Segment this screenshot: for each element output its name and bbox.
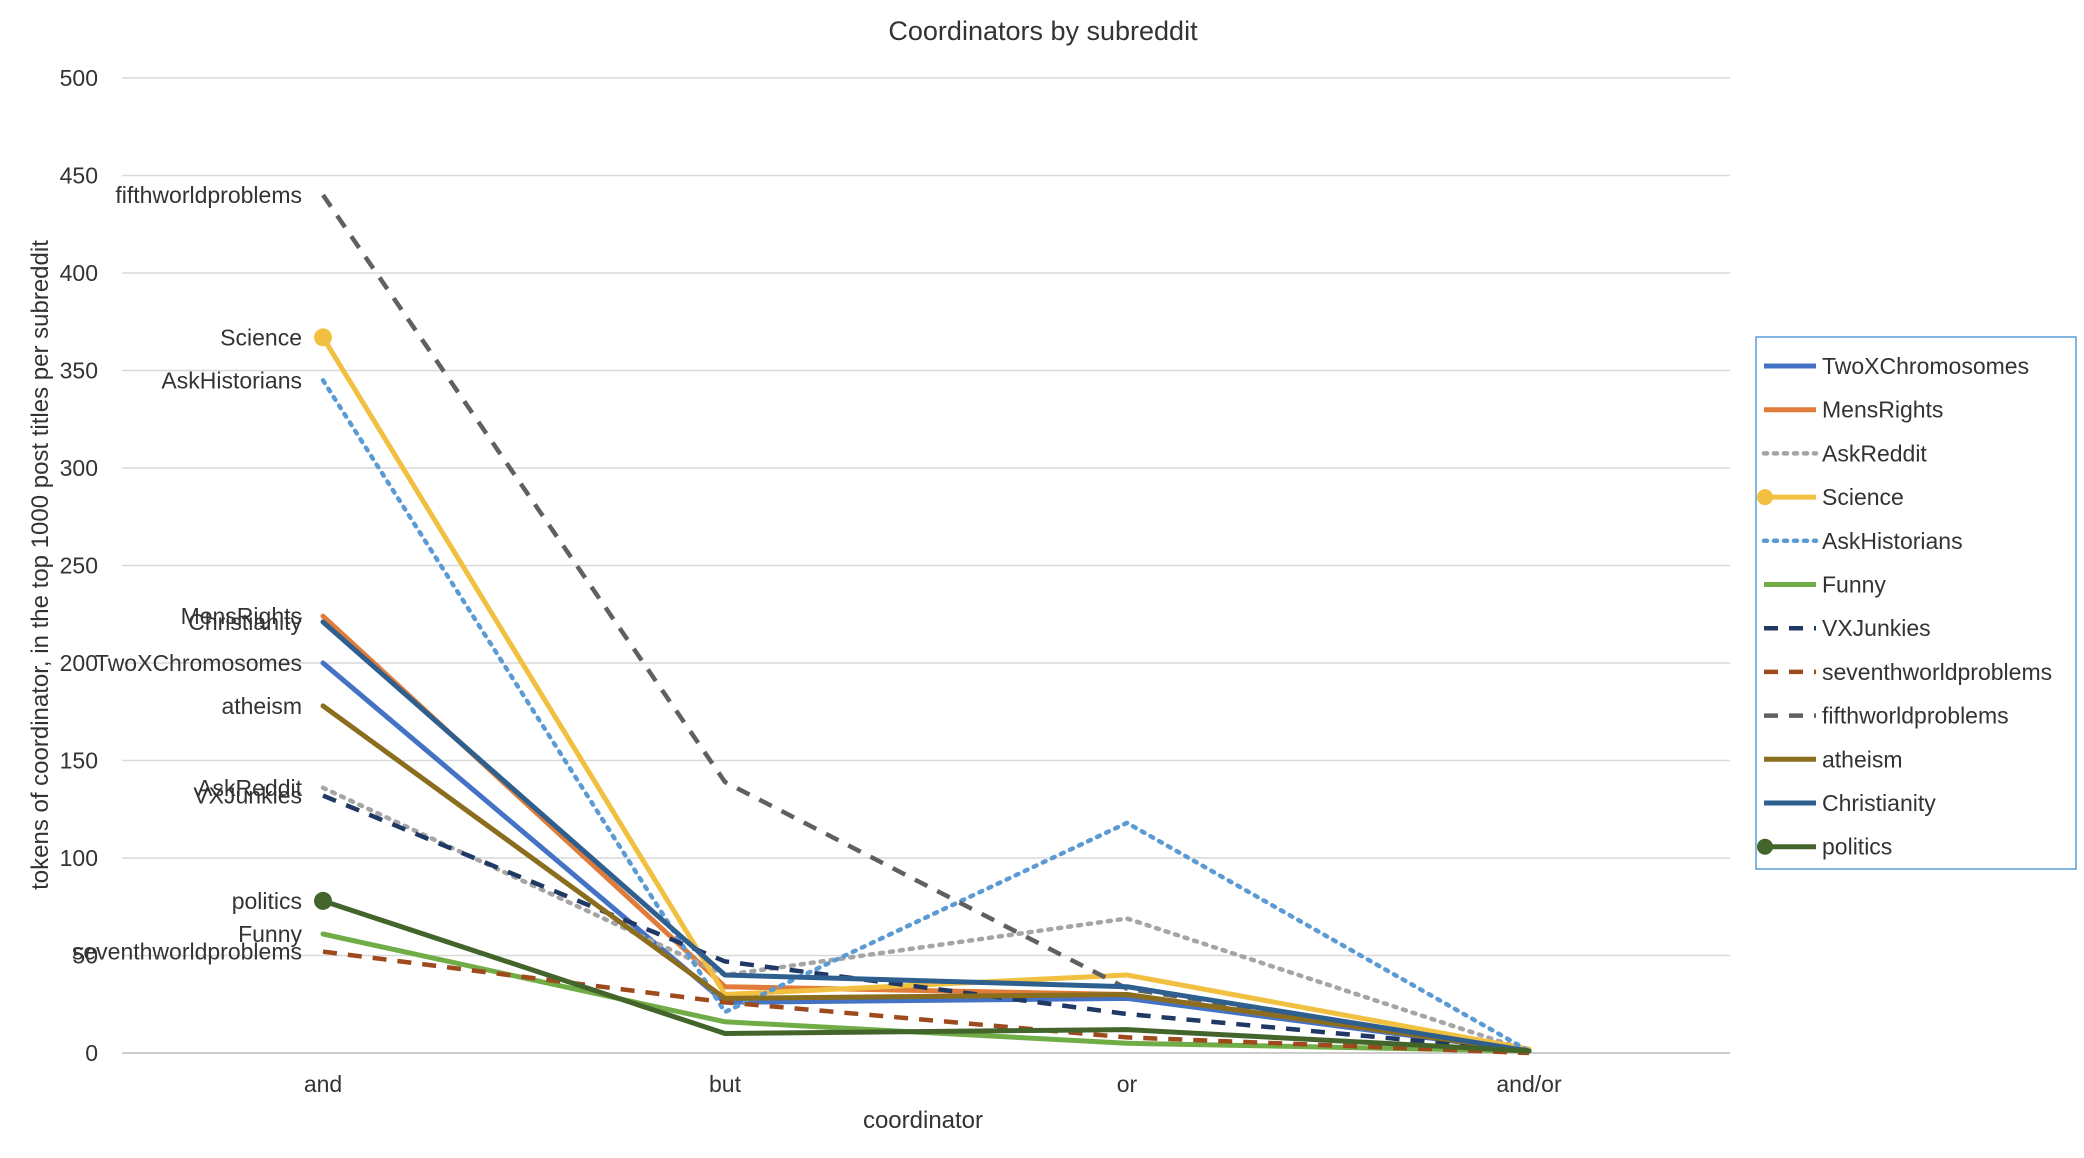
series-line [321,193,1530,1054]
y-tick-label: 400 [60,260,98,286]
series-line [320,898,1532,1054]
legend-label: Funny [1822,572,1886,598]
point-label: seventhworldproblems [72,939,302,965]
y-tick-label: 100 [60,845,98,871]
series-line [322,793,1530,1054]
y-tick-label: 500 [60,65,98,91]
series-line [320,619,1532,1054]
x-axis: and but or and/or [304,1071,1562,1097]
y-tick-label: 50 [72,943,98,969]
legend-label: Science [1822,484,1904,510]
y-tick-label: 0 [85,1040,98,1066]
legend-frame [1755,336,2077,870]
point-labels: fifthworldproblems Science AskHistorians Me… [72,182,303,965]
y-axis: 0 50 100 150 200 250 300 350 400 450 500 [60,65,98,1066]
point-label: MensRights [181,603,302,629]
series-line [320,334,1532,1052]
series-lines [314,193,1532,1056]
point-label: Funny [238,921,302,947]
chart-title: Coordinators by subreddit [888,16,1198,46]
point-label: AskReddit [197,775,302,801]
data-point [314,328,332,347]
x-axis-title: coordinator [863,1107,983,1134]
x-tick-label: and/or [1496,1071,1562,1097]
legend-label: seventhworldproblems [1822,659,2052,685]
x-tick-label: or [1117,1071,1138,1097]
legend: TwoXChromosomes MensRights AskReddit Scienc… [1755,336,2077,870]
legend-label: MensRights [1822,397,1943,423]
x-tick-label: but [709,1071,742,1097]
point-label: VXJunkies [193,783,302,809]
point-label: atheism [221,693,302,719]
legend-label: AskHistorians [1822,528,1963,554]
legend-label: VXJunkies [1822,615,1931,641]
gridlines [122,77,1730,1054]
point-label: Christianity [188,609,302,635]
y-tick-label: 150 [60,748,98,774]
data-point [314,891,332,910]
x-tick-label: and [304,1071,342,1097]
point-label: politics [232,888,302,914]
series-line [320,378,1532,1054]
y-tick-label: 300 [60,455,98,481]
y-tick-label: 200 [60,650,98,676]
y-axis-title: tokens of coordinator, in the top 1000 p… [27,240,54,890]
legend-label: atheism [1822,746,1903,772]
series-line [320,785,1532,1054]
point-label: Science [220,324,302,350]
point-label: TwoXChromosomes [95,650,302,676]
legend-label: Christianity [1822,790,1936,816]
point-label: fifthworldproblems [115,182,302,208]
legend-label: TwoXChromosomes [1822,353,2029,379]
y-tick-label: 250 [60,553,98,579]
y-tick-label: 350 [60,358,98,384]
legend-label: AskReddit [1822,440,1927,466]
y-tick-label: 450 [60,163,98,189]
legend-marker [1757,489,1773,506]
legend-marker [1757,838,1773,855]
legend-label: politics [1822,834,1892,860]
point-label: AskHistorians [161,367,302,393]
legend-label: fifthworldproblems [1822,703,2009,729]
series-line [322,949,1530,1056]
series-line [320,703,1532,1054]
